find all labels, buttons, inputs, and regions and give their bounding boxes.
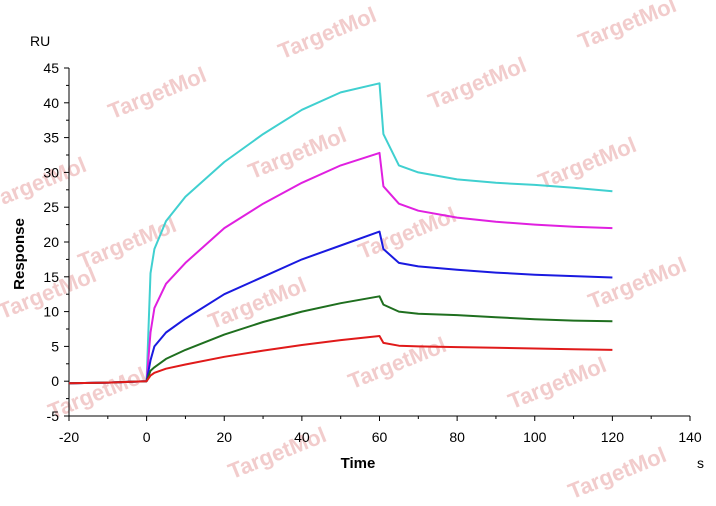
y-tick-label: 10 [43,304,59,320]
y-tick-label: 30 [43,164,59,180]
watermark-text: TargetMol [535,132,640,194]
x-axis-title: Time [341,455,376,472]
y-tick-label: 25 [43,199,59,215]
x-tick-label: 20 [216,429,232,445]
y-tick-label: 45 [43,60,59,76]
x-tick-label: -20 [59,429,79,445]
series-line-1 [68,82,613,385]
watermark-text: TargetMol [245,122,350,184]
axes: -20 0 20 40 60 80 100 120 140 -5 0 5 10 15 20 25 30 35 40… [43,60,701,445]
watermark-text: TargetMol [225,422,330,484]
y-axis-ticks: -5 0 5 10 15 20 25 30 35 40 45 [43,60,69,424]
watermark-layer: TargetMolTargetMolTargetMolTargetMolTarg… [0,0,690,504]
y-tick-label: 15 [43,269,59,285]
watermark-text: TargetMol [45,362,150,424]
x-tick-label: 120 [601,429,625,445]
y-tick-label: -5 [47,408,60,424]
watermark-text: TargetMol [585,252,690,314]
x-tick-label: 80 [449,429,465,445]
watermark-text: TargetMol [275,2,380,64]
y-tick-label: 40 [43,95,59,111]
x-tick-label: 40 [294,429,310,445]
y-tick-label: 20 [43,234,59,250]
x-tick-label: 140 [678,429,702,445]
watermark-text: TargetMol [425,52,530,114]
y-axis-title: Response [11,218,28,290]
x-tick-label: 60 [372,429,388,445]
series-line-3 [68,230,613,385]
watermark-text: TargetMol [345,332,450,394]
series-line-2 [68,151,613,385]
series-layer [68,82,613,385]
y-unit-label: RU [30,33,50,49]
y-tick-label: 35 [43,130,59,146]
series-line-4 [68,295,613,385]
series-line-5 [68,335,613,385]
x-tick-label: 100 [523,429,547,445]
watermark-text: TargetMol [565,442,670,504]
x-unit-label: s [697,455,704,471]
watermark-text: TargetMol [355,202,460,264]
x-tick-label: 0 [143,429,151,445]
watermark-text: TargetMol [575,0,680,54]
y-tick-label: 0 [51,373,59,389]
x-axis-ticks: -20 0 20 40 60 80 100 120 140 [59,416,702,445]
y-tick-label: 5 [51,338,59,354]
watermark-text: TargetMol [105,62,210,124]
watermark-text: TargetMol [505,352,610,414]
